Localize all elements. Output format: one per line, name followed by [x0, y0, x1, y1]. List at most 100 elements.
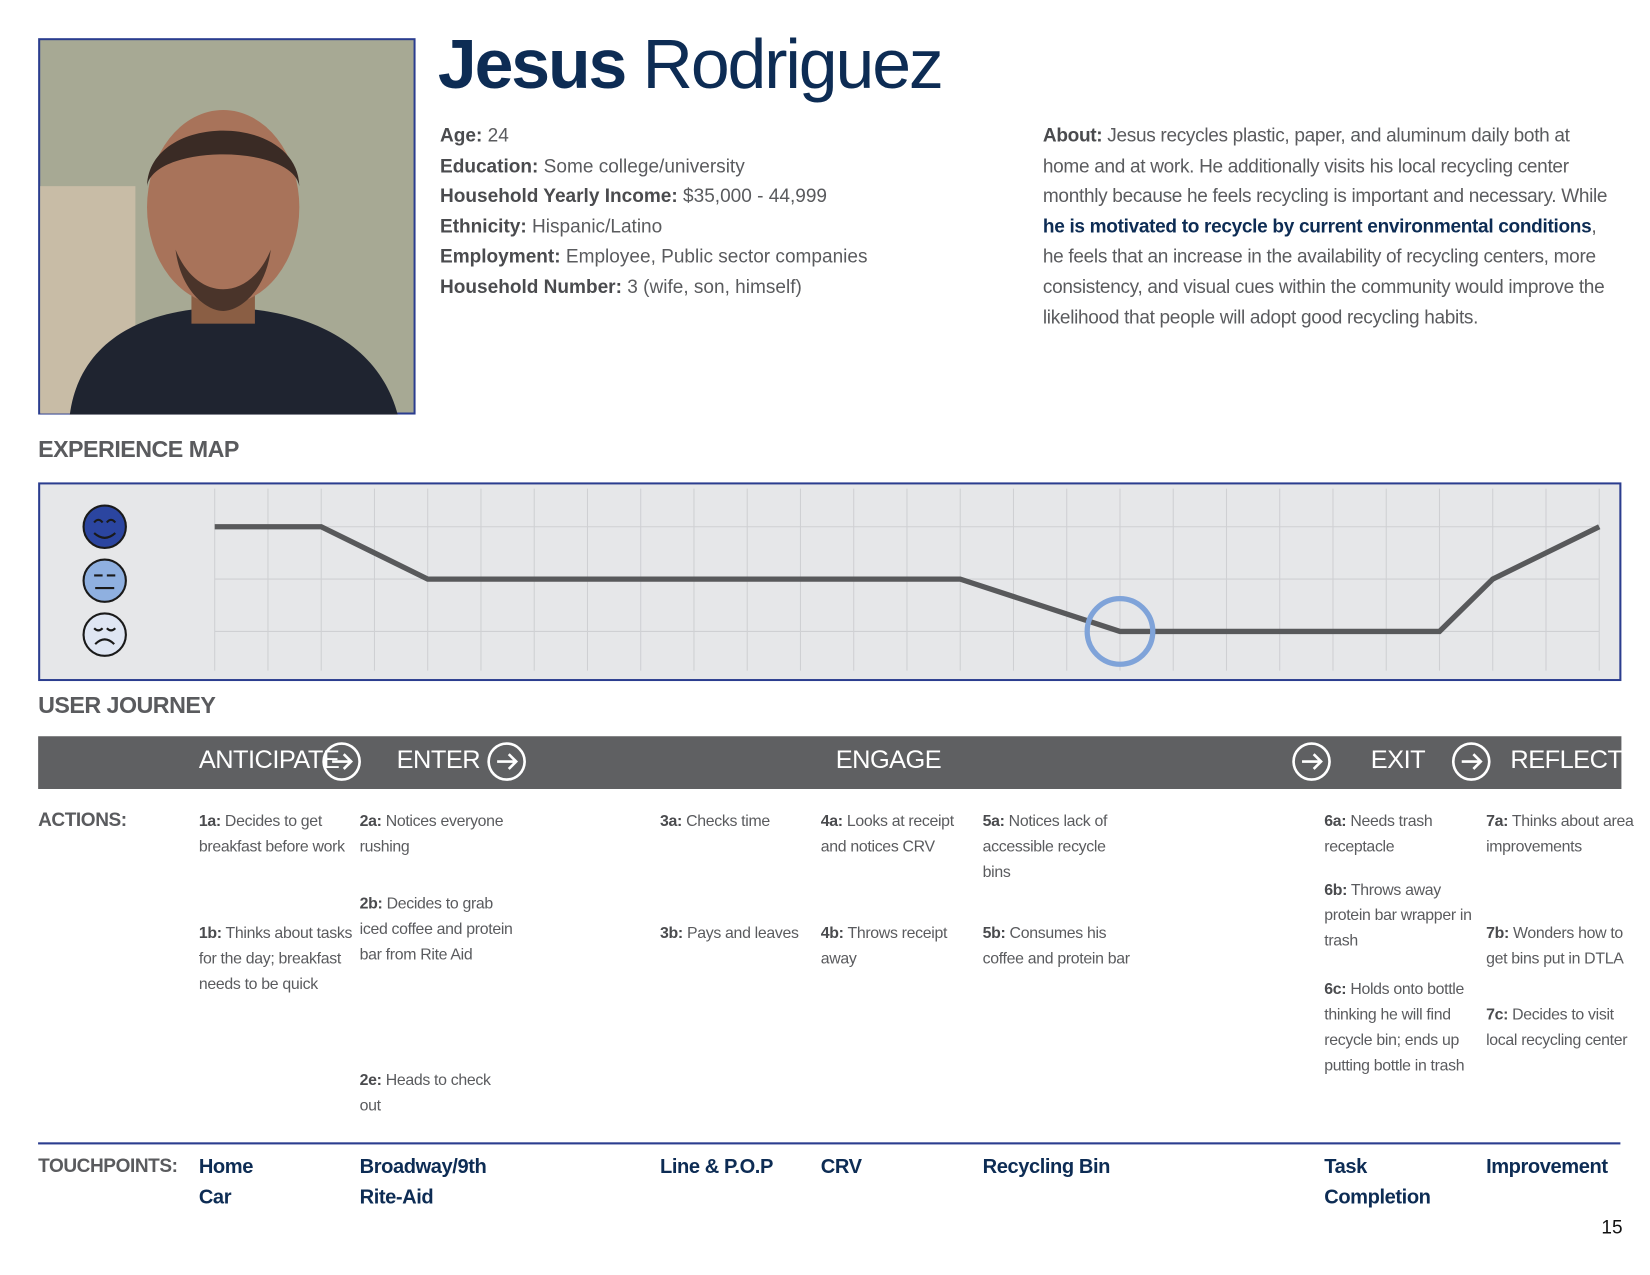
- action: 5b: Consumes his coffee and protein bar: [983, 921, 1136, 972]
- touchpoint-list: Home Car: [199, 1153, 347, 1213]
- action-id: 4b:: [820, 924, 844, 943]
- action: 1b: Thinks about tasks for the day; brea…: [198, 921, 353, 997]
- experience-map: [38, 482, 1622, 682]
- action-id: 7a:: [1486, 812, 1509, 831]
- divider: [38, 1142, 1621, 1145]
- detail-row: Education: Some college/university: [440, 151, 1011, 181]
- detail-row: Employment: Employee, Public sector comp…: [440, 242, 1011, 272]
- detail-row: Age: 24: [440, 121, 1011, 151]
- detail-row: Household Number: 3 (wife, son, himself): [440, 272, 1011, 302]
- about-text: , he feels that an increase in the avail…: [1042, 215, 1605, 328]
- section-title: USER JOURNEY: [38, 691, 216, 719]
- detail-value: Some college/university: [543, 155, 745, 177]
- stage-label: EXIT: [1370, 745, 1426, 775]
- emotion-icons: [82, 504, 127, 657]
- action-text: Throws away protein bar wrapper in trash: [1324, 881, 1472, 950]
- action-text: Decides to grab iced coffee and protein …: [359, 894, 513, 964]
- action: 1a: Decides to get breakfast before work: [199, 809, 352, 860]
- action: 2b: Decides to grab iced coffee and prot…: [360, 892, 513, 968]
- action-text: Holds onto bottle thinking he will find …: [1324, 980, 1465, 1075]
- action-text: Throws receipt away: [820, 924, 948, 968]
- action-text: Heads to check out: [359, 1071, 491, 1115]
- about-emphasis: he is motivated to recycle by current en…: [1042, 215, 1592, 237]
- about-text: Jesus recycles plastic, paper, and alumi…: [1042, 124, 1608, 207]
- highlight-marker: [1084, 596, 1156, 667]
- action: 4a: Looks at receipt and notices CRV: [821, 809, 974, 860]
- detail-value: Employee, Public sector companies: [565, 245, 868, 267]
- action-text: Looks at receipt and notices CRV: [820, 812, 954, 856]
- emotion-line: [214, 524, 1601, 635]
- action: 2a: Notices everyone rushing: [360, 809, 513, 860]
- persona-photo: [38, 38, 416, 415]
- action-text: Needs trash receptacle: [1324, 812, 1433, 856]
- stage-bar: [38, 736, 1622, 790]
- touchpoint-list: Recycling Bin: [983, 1153, 1131, 1183]
- action-text: Notices everyone rushing: [359, 812, 504, 856]
- action-id: 2a:: [359, 812, 382, 831]
- action-id: 6b:: [1324, 881, 1348, 900]
- stage-label: ENGAGE: [835, 745, 942, 775]
- persona-name: Jesus Rodriguez: [437, 23, 944, 103]
- touchpoint: Recycling Bin: [982, 1156, 1111, 1179]
- action-id: 4a:: [820, 812, 843, 831]
- detail-value: 24: [487, 124, 509, 146]
- action-id: 1b:: [198, 924, 222, 943]
- action: 4b: Throws receipt away: [821, 921, 974, 972]
- detail-value: 3 (wife, son, himself): [627, 276, 802, 298]
- detail-label: Age:: [440, 124, 483, 146]
- about-label: About:: [1042, 124, 1103, 146]
- persona-about: About: Jesus recycles plastic, paper, an…: [1043, 121, 1619, 333]
- detail-value: Hispanic/Latino: [532, 215, 663, 237]
- action: 2e: Heads to check out: [360, 1068, 513, 1119]
- touchpoints-label: TOUCHPOINTS:: [38, 1155, 178, 1177]
- action-id: 3b:: [660, 924, 683, 943]
- stage-arrows: [322, 742, 1491, 781]
- persona-details: Age: 24 Education: Some college/universit…: [440, 121, 1011, 302]
- first-name: Jesus: [437, 24, 627, 103]
- action-id: 3a:: [660, 812, 682, 831]
- touchpoint-list: CRV: [821, 1153, 969, 1183]
- detail-label: Household Number:: [440, 276, 622, 298]
- detail-label: Employment:: [440, 245, 561, 267]
- touchpoint: Task Completion: [1324, 1156, 1431, 1209]
- touchpoint: Home: [198, 1156, 254, 1179]
- action: 6b: Throws away protein bar wrapper in t…: [1324, 878, 1477, 954]
- action-text: Consumes his coffee and protein bar: [982, 924, 1130, 968]
- action-text: Decides to get breakfast before work: [198, 812, 345, 856]
- last-name: Rodriguez: [642, 24, 944, 103]
- action-text: Checks time: [686, 812, 770, 831]
- touchpoint: Car: [198, 1186, 232, 1209]
- touchpoint-list: Line & P.O.P: [660, 1153, 808, 1183]
- action: 3b: Pays and leaves: [660, 921, 813, 946]
- action-id: 2b:: [359, 894, 383, 913]
- touchpoint: Improvement: [1486, 1156, 1608, 1179]
- page-number: 15: [1601, 1216, 1623, 1238]
- detail-row: Household Yearly Income: $35,000 - 44,99…: [440, 181, 1011, 211]
- detail-label: Education:: [440, 155, 539, 177]
- touchpoint: Rite-Aid: [359, 1186, 434, 1209]
- action-text: Notices lack of accessible recycle bins: [982, 812, 1108, 882]
- action: 3a: Checks time: [660, 809, 813, 834]
- touchpoint: CRV: [820, 1156, 862, 1179]
- detail-row: Ethnicity: Hispanic/Latino: [440, 211, 1011, 241]
- touchpoint-list: Broadway/9th Rite-Aid: [360, 1153, 508, 1213]
- action: 6a: Needs trash receptacle: [1324, 809, 1477, 860]
- action: 6c: Holds onto bottle thinking he will f…: [1324, 977, 1477, 1079]
- detail-label: Ethnicity:: [440, 215, 527, 237]
- action-id: 7b:: [1486, 924, 1509, 943]
- action-text: Decides to visit local recycling center: [1486, 1005, 1628, 1050]
- action-id: 2e:: [359, 1071, 382, 1090]
- action-id: 6a:: [1324, 812, 1347, 831]
- action-id: 5b:: [982, 924, 1006, 943]
- action-id: 7c:: [1486, 1005, 1509, 1024]
- section-title: EXPERIENCE MAP: [38, 435, 239, 463]
- action: 7b: Wonders how to get bins put in DTLA: [1486, 921, 1639, 972]
- touchpoint-list: Task Completion: [1324, 1153, 1472, 1213]
- stage-label: ANTICIPATE: [198, 745, 340, 775]
- detail-value: $35,000 - 44,999: [683, 185, 828, 207]
- action: 7c: Decides to visit local recycling cen…: [1486, 1003, 1639, 1054]
- action: 7a: Thinks about area improvements: [1486, 809, 1639, 860]
- actions-label: ACTIONS:: [38, 809, 127, 831]
- touchpoint: Line & P.O.P: [660, 1156, 773, 1179]
